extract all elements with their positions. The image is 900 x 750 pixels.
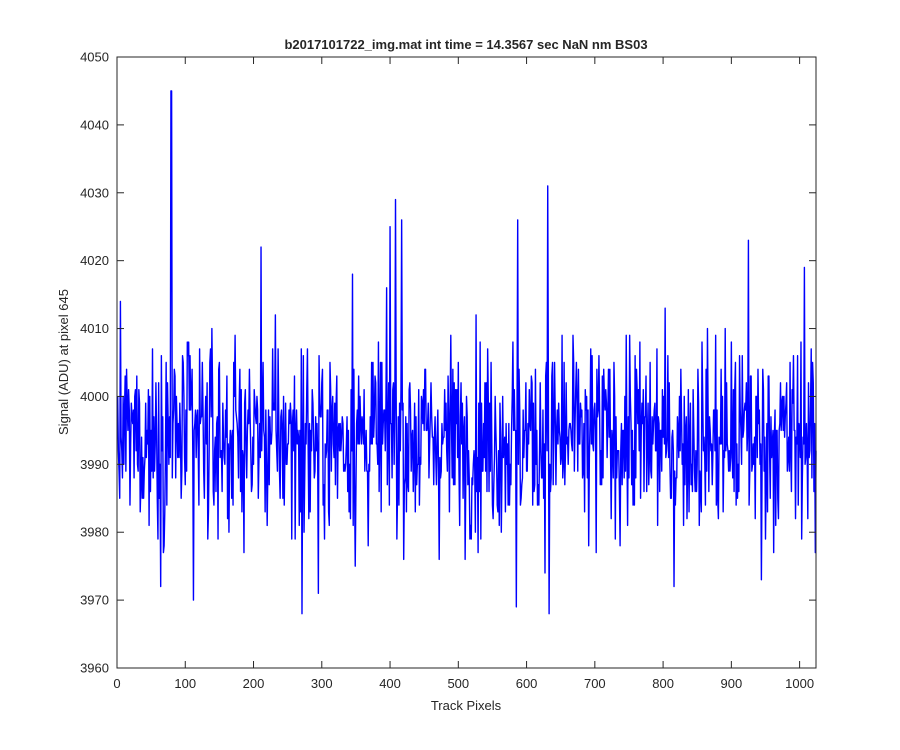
series-layer — [116, 90, 817, 615]
y-tick-label: 4030 — [80, 185, 109, 200]
y-tick-label: 4040 — [80, 117, 109, 132]
x-axis-title: Track Pixels — [431, 698, 502, 713]
x-tick-label: 600 — [516, 676, 538, 691]
axes-box — [116, 56, 817, 669]
x-tick-label: 700 — [584, 676, 606, 691]
x-tick-label: 300 — [311, 676, 333, 691]
x-tick-label: 100 — [174, 676, 196, 691]
chart-title: b2017101722_img.mat int time = 14.3567 s… — [284, 37, 647, 52]
series-line-1 — [116, 90, 817, 615]
y-tick-label: 3990 — [80, 457, 109, 472]
axes-layer — [116, 56, 817, 669]
y-tick-label: 4050 — [80, 50, 109, 65]
x-tick-label: 900 — [721, 676, 743, 691]
y-tick-label: 3960 — [80, 661, 109, 676]
x-tick-label: 200 — [243, 676, 265, 691]
y-tick-label: 3980 — [80, 525, 109, 540]
y-axis-title: Signal (ADU) at pixel 645 — [56, 289, 71, 435]
x-tick-label: 0 — [113, 676, 120, 691]
x-tick-label: 500 — [447, 676, 469, 691]
y-tick-label: 4000 — [80, 389, 109, 404]
x-tick-label: 1000 — [785, 676, 814, 691]
plot-area — [117, 57, 816, 668]
x-tick-label: 400 — [379, 676, 401, 691]
tick-layer: 0 100 200 300 400 500 600 700 800 900 1000 3960 3970… — [80, 50, 816, 691]
x-tick-label: 800 — [652, 676, 674, 691]
y-tick-label: 3970 — [80, 593, 109, 608]
y-tick-label: 4010 — [80, 321, 109, 336]
y-tick-label: 4020 — [80, 253, 109, 268]
